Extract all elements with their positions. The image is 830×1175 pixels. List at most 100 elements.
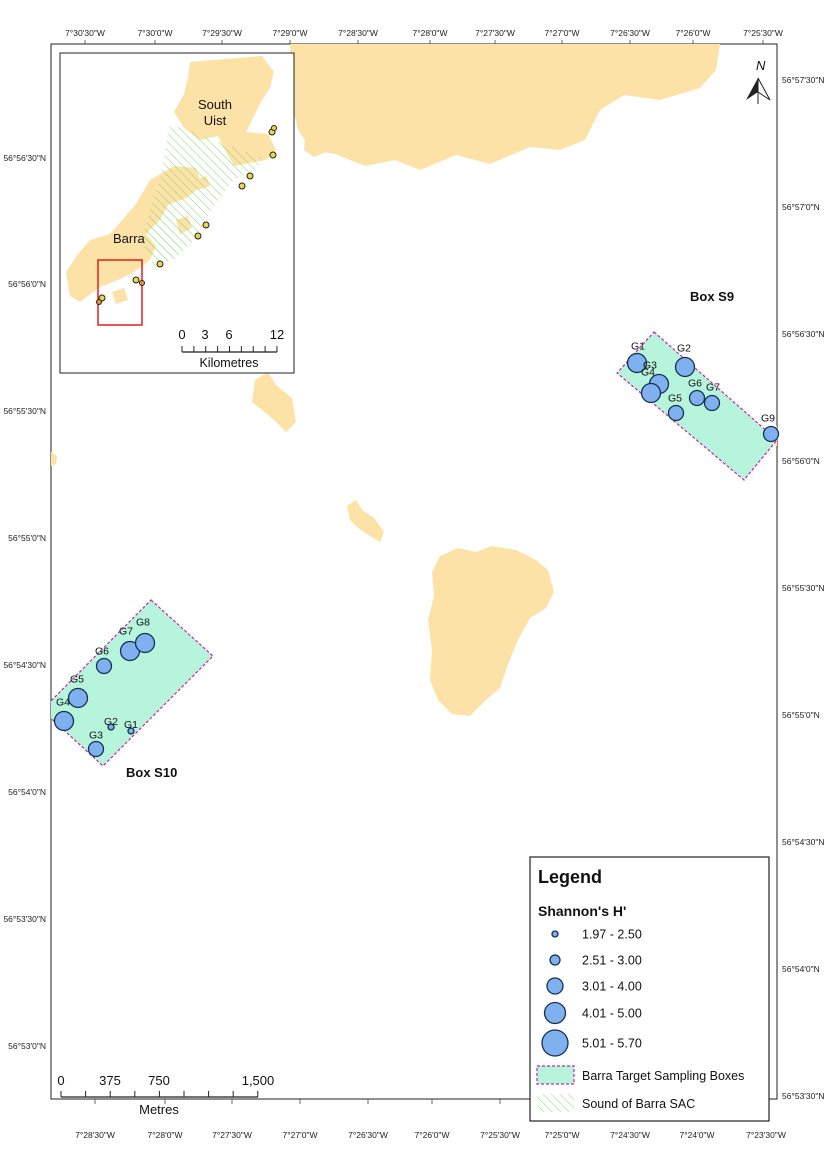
station-marker <box>127 727 135 735</box>
station-label: G8 <box>136 617 150 629</box>
station-label: G5 <box>70 674 84 686</box>
station-label: G4 <box>641 367 655 379</box>
inset-scale-label: 3 <box>201 327 208 342</box>
bottom-tick-label: 7°24'0"W <box>680 1130 715 1140</box>
station-marker <box>626 352 648 374</box>
station-marker <box>53 710 75 732</box>
top-tick-label: 7°28'30"W <box>338 28 378 38</box>
station-marker <box>87 740 105 758</box>
inset-place-south-uist-line1: South <box>198 97 232 112</box>
station-marker <box>107 723 115 731</box>
bottom-tick-label: 7°25'0"W <box>545 1130 580 1140</box>
bottom-tick-label: 7°26'0"W <box>415 1130 450 1140</box>
station-label: G3 <box>89 730 103 742</box>
right-tick-label: 56°57'0"N <box>782 202 820 212</box>
legend-class-label: 3.01 - 4.00 <box>582 980 642 994</box>
top-tick-label: 7°30'30"W <box>65 28 105 38</box>
right-tick-label: 56°54'0"N <box>782 964 820 974</box>
left-tick-label: 56°55'0"N <box>8 533 46 543</box>
right-tick-label: 56°56'0"N <box>782 456 820 466</box>
legend-class-label: 4.01 - 5.00 <box>582 1007 642 1021</box>
legend-swatch-sac <box>537 1094 574 1112</box>
bottom-tick-label: 7°26'30"W <box>348 1130 388 1140</box>
bottom-tick-label: 7°25'30"W <box>480 1130 520 1140</box>
left-tick-label: 56°56'0"N <box>8 279 46 289</box>
inset-land-islet-c <box>112 288 128 304</box>
left-tick-label: 56°53'0"N <box>8 1041 46 1051</box>
right-tick-label: 56°54'30"N <box>782 837 825 847</box>
bottom-tick-label: 7°28'30"W <box>75 1130 115 1140</box>
station-marker <box>640 382 662 404</box>
inset-place-barra: Barra <box>113 231 146 246</box>
left-tick-label: 56°54'30"N <box>3 660 46 670</box>
right-tick-label: 56°53'30"N <box>782 1091 825 1101</box>
legend-class-symbol <box>543 1001 567 1025</box>
right-tick-label: 56°57'30"N <box>782 75 825 85</box>
land-islet-north <box>304 140 326 157</box>
station-marker <box>667 404 685 422</box>
right-tick-label: 56°55'0"N <box>782 710 820 720</box>
station-marker <box>703 394 721 412</box>
sampling-box-s10 <box>51 599 214 767</box>
inset-scale-label: 12 <box>270 327 284 342</box>
top-tick-label: 7°27'30"W <box>475 28 515 38</box>
inset-place-south-uist-line2: Uist <box>204 113 227 128</box>
legend-title: Legend <box>538 867 602 887</box>
land-edge-left <box>51 452 57 466</box>
main-scale-bar: 0 375 750 1,500 Metres <box>57 1073 274 1117</box>
legend-class-symbol <box>551 930 559 938</box>
station-label: G1 <box>124 719 138 731</box>
inset-scale-label: 0 <box>178 327 185 342</box>
top-tick-label: 7°27'0"W <box>545 28 580 38</box>
scale-bar-label: 0 <box>57 1073 64 1088</box>
legend: Legend Shannon's H' 1.97 - 2.50 2.51 - 3.… <box>529 856 770 1122</box>
station-label: G2 <box>104 716 118 728</box>
inset-scale-label: 6 <box>225 327 232 342</box>
station-marker <box>134 632 156 654</box>
station-marker <box>95 657 113 675</box>
left-tick-label: 56°53'30"N <box>3 914 46 924</box>
top-tick-label: 7°26'0"W <box>676 28 711 38</box>
inset-study-frame <box>97 259 143 326</box>
top-tick-label: 7°26'30"W <box>610 28 650 38</box>
inset-scale-bar: 0 3 6 12 Kilometres <box>178 327 284 370</box>
inset-map: South Uist Barra 0 3 6 12 Kilometres <box>59 52 295 374</box>
top-tick-label: 7°25'30"W <box>743 28 783 38</box>
north-label: N <box>756 58 766 73</box>
box-label-s9: Box S9 <box>690 289 734 304</box>
legend-class-symbol <box>541 1029 569 1057</box>
legend-class-symbol <box>549 954 561 966</box>
bottom-tick-label: 7°27'30"W <box>212 1130 252 1140</box>
station-label: G7 <box>119 626 133 638</box>
scale-bar-label: 1,500 <box>242 1073 275 1088</box>
station-label: G3 <box>643 360 657 372</box>
legend-class-symbol <box>546 977 564 995</box>
bottom-tick-label: 7°27'0"W <box>283 1130 318 1140</box>
scale-bar-unit: Metres <box>139 1102 179 1117</box>
land-islet-left <box>252 372 296 432</box>
left-tick-label: 56°54'0"N <box>8 787 46 797</box>
station-marker <box>688 389 706 407</box>
station-label: G7 <box>706 382 720 394</box>
station-marker <box>674 356 696 378</box>
legend-label-sac: Sound of Barra SAC <box>582 1097 695 1111</box>
bottom-tick-label: 7°28'0"W <box>148 1130 183 1140</box>
bottom-tick-label: 7°23'30"W <box>746 1130 786 1140</box>
legend-class-label: 1.97 - 2.50 <box>582 928 642 942</box>
box-label-s10: Box S10 <box>126 765 177 780</box>
inset-sac-hatch <box>142 124 262 266</box>
scale-bar-label: 750 <box>148 1073 170 1088</box>
station-label: G1 <box>631 341 645 353</box>
station-label: G9 <box>761 413 775 425</box>
legend-label-sampling-box: Barra Target Sampling Boxes <box>582 1069 744 1083</box>
legend-class-label: 5.01 - 5.70 <box>582 1037 642 1051</box>
land-island-south <box>428 546 554 716</box>
top-tick-label: 7°30'0"W <box>138 28 173 38</box>
station-marker <box>762 425 780 443</box>
legend-class-label: 2.51 - 3.00 <box>582 954 642 968</box>
bottom-tick-label: 7°24'30"W <box>610 1130 650 1140</box>
graticule-labels: 7°30'30"W 7°30'0"W 7°29'30"W 7°29'0"W 7°28'3… <box>3 28 824 1140</box>
